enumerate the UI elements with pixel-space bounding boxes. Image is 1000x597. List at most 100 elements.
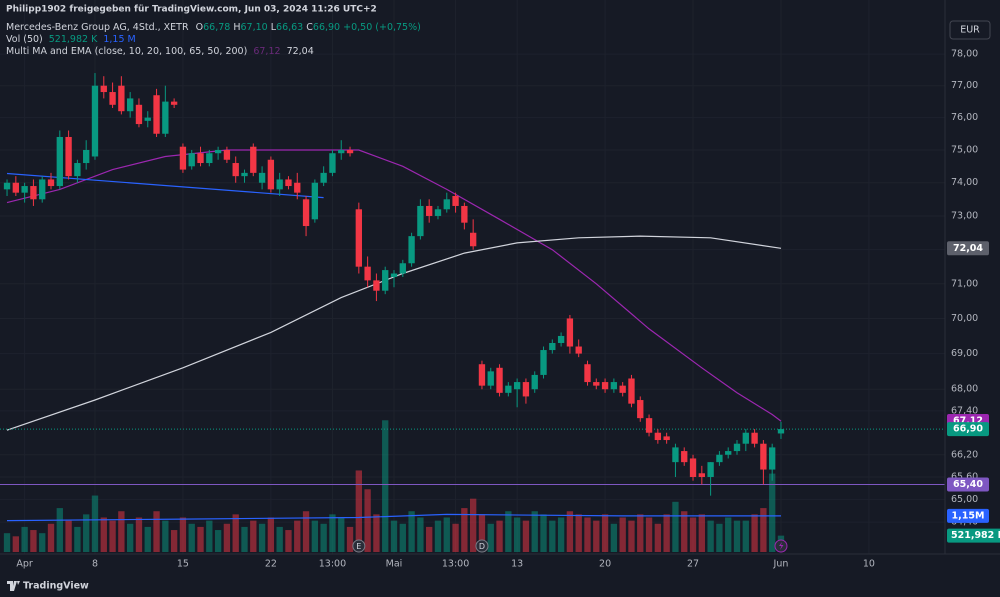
candle-body [346,149,354,154]
candle-body [557,335,565,343]
volume-bar [91,495,99,552]
x-tick-label: 27 [687,559,699,570]
candle-body [461,205,468,223]
grid [0,0,945,554]
candle-body [3,182,11,190]
candle-body [135,104,143,125]
volume-label: 1,15M [952,510,985,521]
candle-body [364,266,371,281]
candle-body [223,149,231,160]
ma-value: 67,12 [253,46,280,57]
logo: TradingView [7,581,89,592]
volume-bar [135,517,143,552]
candle-body [593,382,600,386]
candle-body [751,432,758,444]
candle-body [584,364,591,383]
volume-bar [47,523,55,552]
volume-bar [56,508,63,552]
currency-button[interactable] [949,20,991,40]
volume-bar [637,514,644,552]
volume-bar [364,489,371,552]
candle-body [505,385,512,393]
level-label-box [947,477,989,492]
candle-body [452,195,459,206]
candle-body [329,153,336,173]
x-tick-label: Mai [386,559,403,570]
event-marker [352,539,366,553]
candle-body [672,447,679,463]
volume-bar [267,517,275,552]
candle-body [74,163,81,177]
level-label: 65,40 [953,479,983,490]
candle-body [513,382,521,390]
candle-body [408,236,415,264]
volume-bar [742,520,749,552]
volume-bar [408,511,415,552]
candle-body [100,85,107,93]
candle-body [390,273,398,277]
volume-bar [549,520,556,552]
volume-bar [206,520,213,552]
volume-bar [338,517,345,552]
x-tick-label: 13 [511,559,523,570]
candle-body [628,378,635,404]
volume-bar [593,520,600,552]
candle-body [443,199,450,210]
candle-body [170,101,178,105]
overlays [0,149,945,485]
candle-body [258,172,266,183]
candle-body [417,205,424,237]
volume-bar [21,526,28,552]
candle-body [654,432,662,441]
ma-title: Multi MA and EMA (close, 10, 20, 100, 65… [6,46,247,57]
candle-body [47,179,55,187]
candle-body [302,199,310,227]
volume-bar [663,514,670,552]
volume-label-box [947,528,1000,543]
volume-bar [557,517,565,552]
y-tick-label: 71,00 [951,278,978,289]
volume-bar [39,533,46,552]
x-tick-label: 20 [599,559,611,570]
candle-body [144,117,151,121]
ma-legend: Multi MA and EMA (close, 10, 20, 100, 65… [6,46,314,57]
volume-bar [531,511,538,552]
volume-bar [126,523,134,552]
x-tick-label: 15 [177,559,189,570]
candle-body [610,382,618,390]
volume-bar [426,526,433,552]
ohlc-value: 66,90 [313,22,340,33]
volume-bar [760,508,767,552]
y-tick-label: 73,00 [951,210,978,221]
volume-bar [118,511,125,552]
volume-bar [478,514,486,552]
price-label: 66,90 [953,424,983,435]
ohlc-value: 66,63 [276,22,303,33]
currency[interactable]: EUR [960,25,980,36]
volume-bar [672,501,679,552]
candle-body [777,429,785,434]
y-tick-label: 75,00 [951,144,978,155]
candle-body [21,186,28,193]
x-tick-label: 10 [863,559,875,570]
volume-bar [443,517,450,552]
candle-body [540,350,547,375]
candle-body [65,136,72,177]
volume-bar [232,514,239,552]
candle-body [549,342,556,351]
y-tick-label: 69,00 [951,348,978,359]
volume-bar [311,520,319,552]
volume-bar [487,523,494,552]
volume-bar [733,520,741,552]
candles [3,73,785,496]
moving-average-line [6,149,782,422]
brand: TradingView [23,581,89,592]
candle-body [733,443,741,452]
volume-bar [469,498,477,552]
candle-body [91,85,99,157]
x-tick-label: 13:00 [442,559,469,570]
candle-body [637,400,644,419]
symbol: Mercedes-Benz Group AG, 4Std., XETR [6,22,189,33]
candle-body [434,209,442,216]
ohlc-value: 67,10 [241,22,268,33]
